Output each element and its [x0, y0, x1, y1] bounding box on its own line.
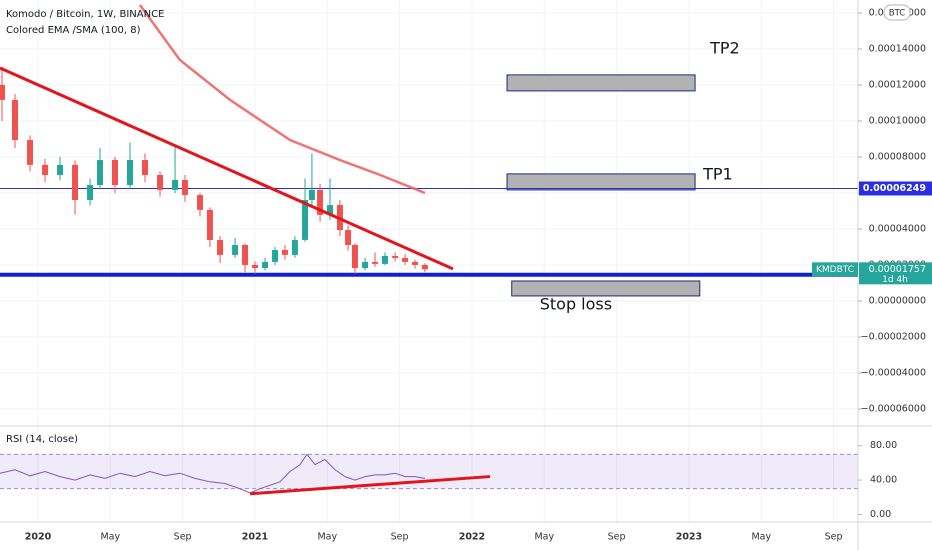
rsi-label: RSI (14, close) [6, 434, 78, 445]
y-tick-label: −0.00006000 [861, 403, 926, 414]
y-tick-label: 0.00000000 [869, 295, 926, 306]
zone-box [511, 280, 701, 297]
candle-body [42, 164, 49, 175]
candle-body [87, 185, 94, 200]
candle-body [217, 239, 224, 255]
candle-body [127, 160, 134, 186]
rsi-band [0, 454, 858, 489]
y-tick-label: 0.00004000 [869, 223, 926, 234]
zone-box [506, 173, 696, 191]
rsi-tick-label: 80.00 [870, 440, 897, 451]
y-tick-label: 0.00014000 [869, 43, 926, 54]
zone-label: Stop loss [540, 294, 612, 313]
candle-body [317, 189, 324, 215]
candle-body [302, 199, 309, 240]
symbol-tag: KMDBTC [816, 265, 854, 275]
candle-body [157, 174, 164, 190]
price-label-bg [859, 181, 932, 196]
x-tick-label: 2022 [459, 532, 485, 543]
y-tick-label: 0.00010000 [869, 115, 926, 126]
rsi-line [0, 453, 426, 494]
candle-body [327, 205, 333, 215]
last-price: 0.00001757 [869, 264, 926, 275]
x-tick-label: 2023 [676, 532, 702, 543]
candle-body [172, 180, 179, 190]
candle-body [372, 261, 379, 264]
x-tick-label: 2020 [25, 532, 52, 543]
candle-body [206, 209, 213, 240]
candle-body [291, 239, 298, 255]
rsi-tick-label: 40.00 [870, 475, 897, 486]
candle-body [411, 261, 418, 265]
candle-body [196, 194, 203, 210]
y-tick-label: −0.00004000 [861, 367, 926, 378]
candle-body [242, 244, 249, 265]
y-tick-label: −0.00002000 [861, 331, 926, 342]
x-tick-label: May [100, 532, 120, 543]
x-tick-label: May [534, 532, 554, 543]
price-label: 0.00006249 [863, 183, 926, 194]
x-tick-label: May [317, 532, 337, 543]
last-price-bg [859, 262, 932, 285]
indicator-label: Colored EMA /SMA (100, 8) [6, 25, 141, 36]
candle-body [72, 164, 79, 200]
x-tick-label: 2021 [242, 532, 268, 543]
candle-body [421, 264, 428, 270]
candle-body [345, 230, 352, 245]
x-tick-label: Sep [174, 532, 192, 543]
y-tick-label: 0.00008000 [869, 151, 926, 162]
candle-body [262, 261, 269, 269]
zone-label: TP1 [702, 164, 733, 183]
candle-body [12, 99, 19, 141]
candle-body [112, 160, 119, 186]
candle-body [351, 244, 358, 269]
candle-body [57, 164, 64, 175]
candle-body [181, 180, 188, 195]
candle-body [96, 160, 103, 186]
symbol-tag-bg [812, 262, 858, 277]
x-tick-label: Sep [608, 532, 626, 543]
candle-body [232, 244, 239, 255]
candle-body [142, 160, 149, 175]
currency-badge: BTC [889, 9, 906, 19]
candle-body [392, 255, 399, 258]
candle-body [281, 250, 288, 255]
candle-body [381, 255, 388, 264]
rsi-trendline [249, 475, 491, 496]
chart-title: Komodo / Bitcoin, 1W, BINANCE [6, 9, 164, 20]
candle-body [362, 261, 369, 269]
x-tick-label: Sep [825, 532, 843, 543]
candle-body [308, 189, 315, 200]
x-tick-label: May [751, 532, 771, 543]
trendline [0, 66, 454, 271]
zone-label: TP2 [709, 38, 740, 57]
candle-body [27, 140, 34, 165]
ema-line [138, 4, 426, 195]
rsi-tick-label: 0.00 [870, 509, 891, 520]
zone-box [506, 74, 696, 92]
currency-badge-bg [883, 4, 911, 21]
x-tick-label: Sep [391, 532, 409, 543]
countdown: 1d 4h [882, 275, 908, 285]
candle-body [272, 250, 279, 262]
candle-body [402, 257, 409, 262]
candle-body [251, 264, 258, 269]
y-tick-label: 0.00012000 [869, 79, 926, 90]
candle-body [0, 84, 5, 100]
